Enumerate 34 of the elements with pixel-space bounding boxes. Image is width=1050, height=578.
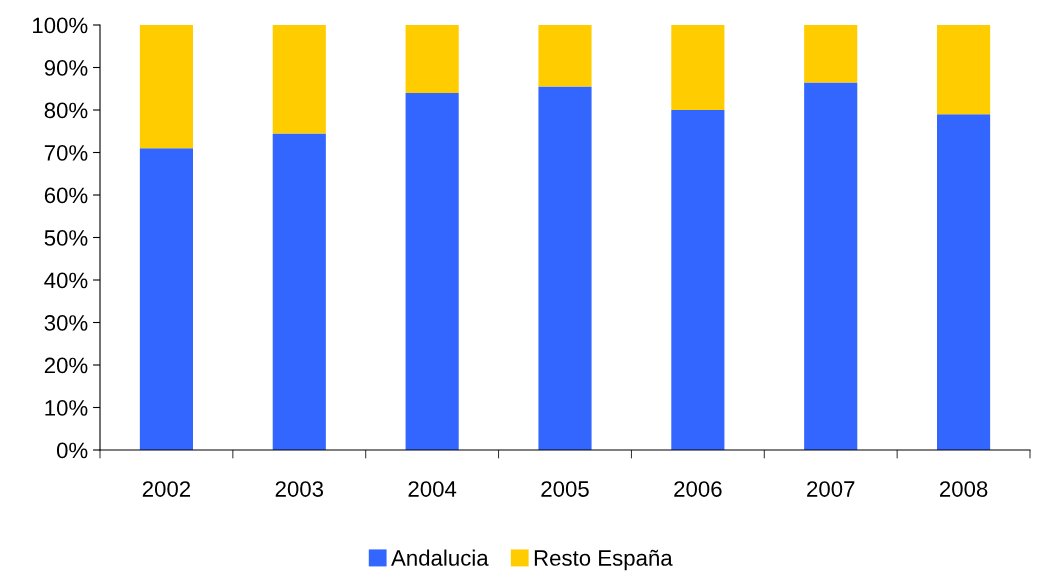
y-tick-label: 10%: [45, 400, 88, 416]
x-tick-label: 2002: [142, 481, 191, 497]
y-tick-label: 60%: [44, 187, 88, 204]
bar: [405, 25, 459, 93]
bar: [272, 133, 326, 450]
y-tick-label: 90%: [44, 60, 88, 76]
y-tick-label: 50%: [44, 230, 88, 246]
x-tick-label: 2003: [275, 481, 324, 497]
bar: [405, 93, 459, 450]
bar: [538, 86, 592, 450]
legend-label: Resto España: [534, 549, 673, 571]
y-tick-label: 30%: [44, 315, 88, 331]
bar: [937, 25, 991, 115]
x-tick-label: 2005: [541, 481, 589, 497]
x-tick-label: 2004: [408, 481, 457, 497]
y-tick-label: 0%: [56, 442, 88, 459]
y-tick-label: 40%: [44, 272, 88, 289]
bar: [937, 114, 991, 450]
legend-label: Andalucia: [391, 549, 489, 566]
bar: [538, 25, 592, 87]
bar: [804, 82, 858, 450]
bar: [139, 148, 193, 450]
x-tick-label: 2007: [807, 481, 855, 497]
y-tick-label: 100%: [33, 17, 88, 34]
x-tick-label: 2008: [939, 481, 988, 497]
y-tick-label: 80%: [44, 102, 88, 119]
bar: [671, 110, 725, 450]
bar: [804, 25, 858, 83]
x-tick-label: 2006: [674, 481, 722, 497]
bar: [671, 25, 725, 110]
bar: [139, 25, 193, 149]
y-tick-label: 20%: [44, 357, 88, 374]
y-tick-label: 70%: [44, 145, 88, 161]
bar: [272, 25, 326, 134]
